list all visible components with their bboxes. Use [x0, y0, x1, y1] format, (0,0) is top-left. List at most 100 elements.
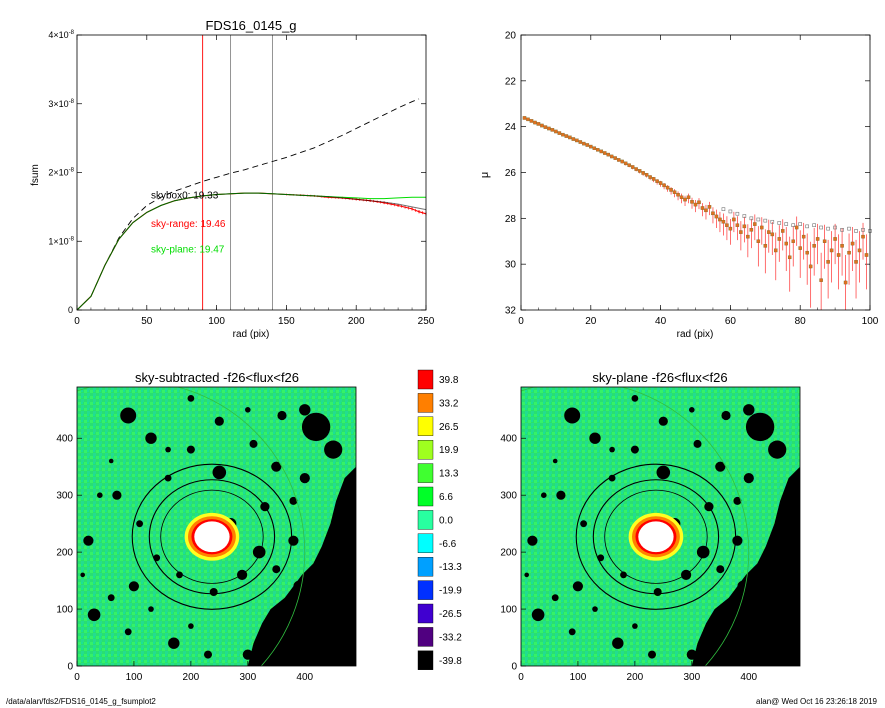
- colorbar-swatch: [417, 486, 434, 507]
- sky-plane-masked-source: [531, 608, 545, 622]
- mu-point: [522, 116, 527, 120]
- sky-plane-masked-source: [721, 410, 731, 421]
- sky-plane-masked-region: [691, 466, 800, 666]
- mu-point: [756, 239, 761, 243]
- mu-point: [822, 239, 827, 243]
- mu-open-point: [735, 211, 740, 216]
- mu-point: [596, 148, 600, 152]
- colorbar-label: -6.6: [439, 539, 457, 550]
- colorbar-swatch: [417, 440, 434, 460]
- colorbar-swatch: [417, 393, 434, 413]
- sky-subtracted-masked-source: [187, 395, 195, 402]
- mu-point: [672, 190, 677, 194]
- fsum-y-tick-label: 3×10-8: [48, 99, 74, 109]
- sky-subtracted-masked-source: [245, 407, 251, 413]
- sky-subtracted-masked-source: [107, 594, 115, 602]
- fsum-y-tick-label: 2×10-8: [48, 168, 74, 178]
- mu-point: [787, 255, 792, 260]
- mu-open-point: [763, 218, 768, 223]
- mu-point: [634, 167, 638, 171]
- sky-plane-y-tick-label: 400: [500, 434, 517, 445]
- mu-point: [648, 175, 652, 179]
- mu-point: [774, 248, 778, 253]
- mu-point: [603, 151, 607, 155]
- colorbar-swatch: [417, 416, 434, 436]
- mu-open-point: [798, 222, 803, 226]
- mu-point: [808, 264, 813, 269]
- mu-point: [637, 169, 642, 173]
- fsum-series-sky-plane: [76, 192, 426, 311]
- colorbar-label: 19.9: [439, 445, 459, 456]
- mu-point: [836, 253, 841, 257]
- mu-y-tick-label: 30: [505, 260, 517, 271]
- mu-point: [665, 185, 670, 190]
- colorbar-swatch: [417, 650, 434, 670]
- sky-plane-galaxy-core: [638, 521, 674, 553]
- fsum-y-tick-labels: 0 1×10-8 2×10-8 3×10-8 4×10-8: [48, 30, 74, 315]
- colorbar-label: 0.0: [439, 515, 453, 526]
- mu-open-point: [749, 216, 754, 221]
- mu-point: [864, 253, 869, 257]
- sky-plane-masked-source: [580, 520, 587, 528]
- sky-subtracted-masked-source: [252, 545, 266, 559]
- sky-plane-aperture-ring: [604, 489, 708, 584]
- sky-plane-masked-source: [631, 395, 639, 402]
- sky-subtracted-masked-source: [120, 407, 137, 424]
- fsum-y-axis-label: fsum: [30, 164, 41, 186]
- mu-point: [798, 246, 802, 250]
- mu-point: [533, 120, 537, 125]
- mu-point: [627, 163, 631, 167]
- sky-plane-masked-source: [592, 606, 598, 612]
- sky-subtracted-masked-source: [153, 554, 161, 562]
- mu-point: [658, 181, 663, 185]
- sky-plane-masked-source: [715, 461, 726, 472]
- mu-point: [554, 129, 558, 134]
- sky-subtracted-masked-source: [277, 410, 287, 421]
- mu-x-axis-label: rad (pix): [677, 329, 714, 340]
- mu-point: [749, 228, 754, 232]
- fsum-x-axis-label: rad (pix): [233, 329, 270, 340]
- sky-plane-y-tick-labels: 0 100 200 300 400: [500, 434, 517, 673]
- mu-point: [679, 195, 684, 199]
- mu-x-tick-label: 100: [862, 316, 879, 327]
- sky-plane-y-tick-label: 300: [500, 491, 517, 502]
- mu-panel: 0 20 40 60 80 100 20 22 24 26 28 30 32 rad (pix) μ: [479, 31, 879, 341]
- sky-plane-masked-source: [745, 412, 775, 442]
- sky-plane-masked-source: [696, 545, 710, 559]
- sky-plane-x-tick-label: 100: [570, 672, 587, 683]
- sky-plane-x-tick-label: 300: [683, 672, 700, 683]
- mu-open-point: [847, 226, 851, 231]
- sky-plane-masked-source: [608, 474, 616, 482]
- sky-plane-masked-source: [686, 649, 697, 660]
- mu-open-point: [833, 225, 837, 230]
- sky-plane-masked-source: [689, 407, 695, 413]
- sky-subtracted-masked-source: [168, 637, 180, 649]
- mu-x-tick-labels: 0 20 40 60 80 100: [518, 316, 879, 327]
- mu-point: [564, 134, 569, 138]
- fsum-annotation-sky-plane: sky-plane: 19.47: [151, 244, 225, 255]
- mu-y-tick-label: 26: [505, 168, 517, 179]
- sky-subtracted-masked-source: [80, 572, 85, 578]
- mu-open-point: [861, 227, 865, 232]
- mu-x-tick-label: 0: [518, 316, 524, 327]
- mu-point: [655, 179, 659, 183]
- mu-point: [815, 237, 820, 241]
- footer-stamp: alan@ Wed Oct 16 23:26:18 2019: [756, 697, 877, 706]
- mu-point: [609, 154, 614, 159]
- sky-plane-y-tick-label: 200: [500, 548, 517, 559]
- sky-subtracted-masked-source: [301, 412, 331, 442]
- fsum-x-tick-label: 250: [418, 316, 435, 327]
- mu-point: [589, 144, 593, 149]
- sky-subtracted-image-panel: sky-subtracted -f26<flux<f26 0 100 200 300 4…: [56, 370, 357, 683]
- sky-subtracted-masked-source: [136, 520, 144, 528]
- colorbar-swatch: [417, 627, 434, 647]
- mu-point: [767, 230, 771, 234]
- mu-open-point: [826, 226, 830, 231]
- sky-plane-masked-source: [653, 588, 662, 596]
- sky-plane-masked-source: [693, 439, 702, 448]
- sky-plane-masked-source: [589, 432, 601, 444]
- mu-point: [707, 205, 712, 209]
- sky-plane-masked-source: [541, 492, 547, 499]
- mu-y-tick-labels: 20 22 24 26 28 30 32: [505, 31, 517, 317]
- sky-subtracted-masked-source: [293, 580, 305, 592]
